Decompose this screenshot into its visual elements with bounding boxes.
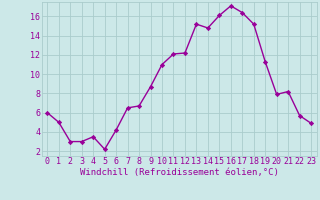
X-axis label: Windchill (Refroidissement éolien,°C): Windchill (Refroidissement éolien,°C) (80, 168, 279, 177)
